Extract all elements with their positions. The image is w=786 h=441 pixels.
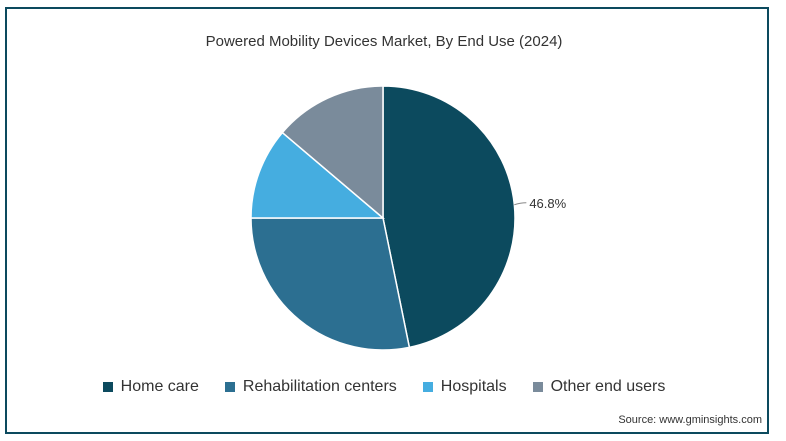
legend-swatch-rehabilitation-centers [224,382,235,392]
source-note: Source: www.gminsights.com [618,414,762,426]
legend-item-hospitals: Hospitals [422,378,507,396]
legend-label-other-end-users: Other end users [550,378,666,395]
legend-label-rehabilitation-centers: Rehabilitation centers [242,378,397,395]
pie-slice-other-end-users [281,85,384,220]
pie-slice-hospitals [250,131,386,219]
legend-label-home-care: Home care [120,378,199,395]
data-label-home-care: 46.8% [529,196,566,211]
legend-item-rehabilitation-centers: Rehabilitation centers [224,378,397,396]
pie-slice-home-care [382,85,516,349]
chart-legend: Home care Rehabilitation centers Hospita… [0,378,768,396]
chart-title: Powered Mobility Devices Market, By End … [205,33,563,50]
data-label-leader-home-care [514,202,527,206]
legend-swatch-hospitals [422,382,433,392]
legend-swatch-home-care [102,382,113,392]
legend-label-hospitals: Hospitals [440,378,507,395]
pie-slice-rehabilitation-centers [250,217,411,351]
legend-item-other-end-users: Other end users [532,378,666,396]
legend-swatch-other-end-users [532,382,543,392]
legend-item-home-care: Home care [102,378,199,396]
